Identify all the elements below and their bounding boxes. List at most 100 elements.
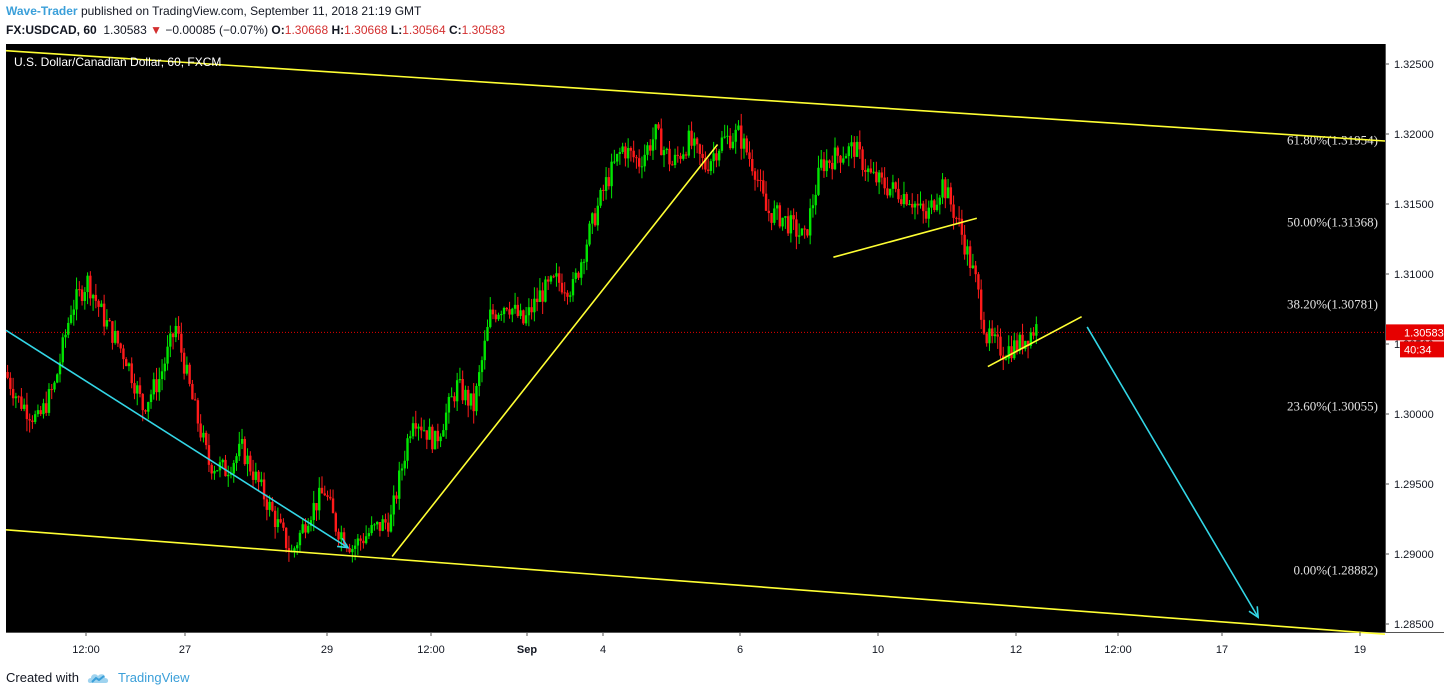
candle-body [855, 141, 859, 157]
candle-body [359, 538, 362, 541]
candle-body [227, 474, 230, 477]
tradingview-brand-link[interactable]: TradingView [118, 670, 190, 685]
candle-body [751, 159, 754, 172]
candle-body [1007, 346, 1010, 359]
candle-body [734, 129, 737, 142]
candle-body [767, 210, 771, 214]
candle-body [979, 289, 983, 320]
countdown-text: 40:34 [1404, 344, 1432, 356]
candle-body [124, 359, 128, 367]
candle-body [58, 362, 62, 375]
candle-body [770, 213, 773, 223]
candle-body [814, 194, 817, 206]
candle-body [116, 330, 120, 344]
arrow-line[interactable] [1086, 326, 1259, 618]
symbol-label: FX:USDCAD, 60 [6, 23, 97, 37]
candle-body [265, 499, 269, 510]
low-label: L: [390, 23, 403, 37]
candle-body [784, 216, 787, 218]
trendline[interactable] [391, 144, 719, 558]
tradingview-logo-icon[interactable] [86, 667, 112, 689]
candle-body [61, 337, 64, 363]
y-tick-label: 1.32000 [1394, 129, 1434, 141]
candle-body [271, 501, 274, 511]
candle-body [171, 333, 175, 338]
candle-body [715, 153, 718, 161]
fib-level-label: 0.00%(1.28882) [1294, 563, 1379, 578]
candle-body [690, 130, 693, 146]
last-price-value: 1.30583 [103, 23, 147, 37]
candle-body [676, 154, 679, 156]
candle-body [957, 218, 961, 220]
candle-body [709, 161, 713, 171]
candle-body [119, 343, 122, 349]
candle-body [453, 396, 456, 402]
trendline[interactable] [5, 49, 1386, 142]
candle-body [36, 410, 40, 415]
candle-body [935, 204, 939, 210]
candle-body [240, 439, 244, 444]
candle-body [403, 460, 406, 469]
candle-body [624, 146, 627, 159]
price-chart[interactable]: 61.80%(1.31954)50.00%(1.31368)38.20%(1.3… [0, 44, 1444, 664]
candle-body [152, 379, 155, 395]
candle-body [613, 161, 616, 163]
candle-body [996, 334, 999, 337]
candle-body [387, 522, 390, 532]
x-tick-label: 17 [1216, 644, 1228, 656]
candle-body [844, 156, 848, 159]
candle-body [629, 147, 633, 151]
candle-body [944, 179, 947, 199]
candle-body [1013, 340, 1016, 359]
candle-body [505, 307, 508, 310]
candle-body [1035, 324, 1038, 336]
candle-body [977, 274, 980, 290]
candle-body [833, 147, 837, 170]
candle-body [698, 144, 702, 154]
candle-body [56, 374, 59, 383]
candle-body [571, 279, 575, 296]
candle-body [955, 217, 958, 219]
candle-body [577, 272, 580, 278]
candle-body [80, 289, 84, 301]
candle-body [86, 275, 89, 293]
x-tick-label: Sep [517, 644, 537, 656]
time-axis[interactable] [6, 632, 1385, 664]
trendline[interactable] [833, 217, 978, 258]
fib-level-label: 23.60%(1.30055) [1287, 398, 1378, 413]
candle-body [213, 470, 216, 474]
candle-body [196, 400, 200, 424]
candle-body [679, 155, 682, 159]
arrow-line[interactable] [5, 329, 349, 549]
close-value: 1.30583 [461, 23, 506, 37]
candle-body [9, 377, 12, 389]
candle-body [216, 470, 219, 472]
candle-body [665, 148, 668, 151]
high-value: 1.30668 [344, 23, 388, 37]
candle-body [395, 495, 398, 499]
down-arrow-icon: ▼ [150, 23, 162, 37]
candle-body [180, 333, 183, 353]
candle-body [113, 330, 117, 343]
candle-body [497, 314, 500, 320]
candle-body [72, 309, 75, 315]
author-link[interactable]: Wave-Trader [6, 4, 78, 18]
publish-line: Wave-Trader published on TradingView.com… [6, 4, 421, 18]
trendline[interactable] [987, 315, 1082, 368]
fib-level-label: 50.00%(1.31368) [1287, 214, 1378, 229]
candle-body [720, 137, 724, 151]
x-tick-label: 12:00 [72, 644, 100, 656]
trendline[interactable] [5, 528, 1386, 636]
candle-body [922, 203, 925, 212]
candle-body [960, 218, 964, 235]
candle-body [618, 152, 622, 154]
candle-body [803, 228, 806, 230]
candle-body [731, 141, 735, 149]
candle-body [877, 172, 881, 183]
candle-body [282, 522, 285, 528]
candle-body [991, 328, 994, 337]
candle-body [684, 154, 688, 156]
candle-body [806, 229, 809, 236]
candle-body [251, 471, 255, 480]
candle-body [147, 402, 150, 412]
